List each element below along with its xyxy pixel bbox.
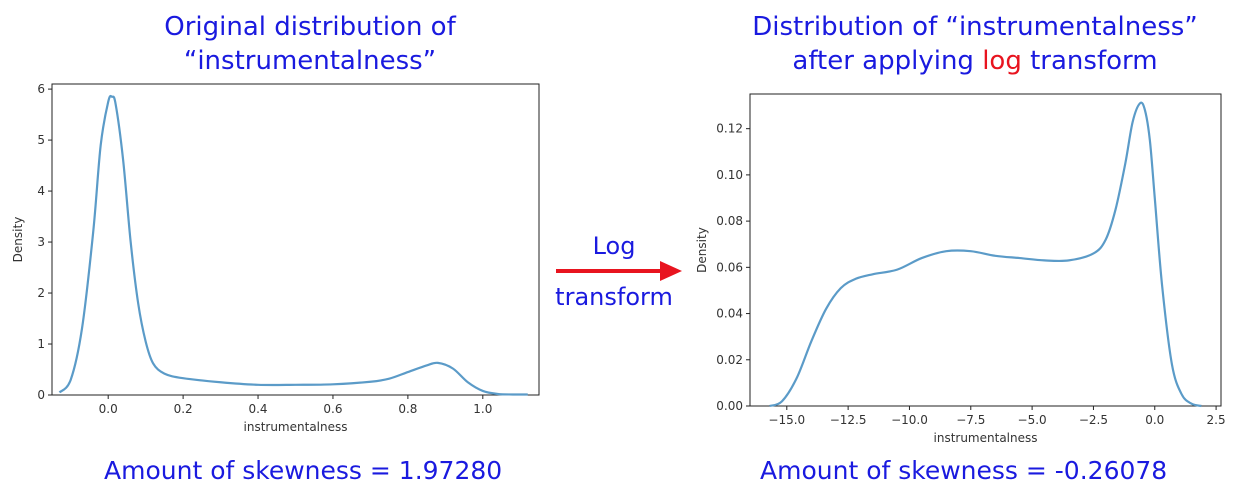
left-xtick-label: 0.0 (99, 402, 118, 416)
left-xtick-label: 0.8 (398, 402, 417, 416)
left-xtick-label: 0.6 (323, 402, 342, 416)
right-xtick-label: −7.5 (956, 413, 985, 427)
left-title-line1: Original distribution of (164, 12, 456, 42)
right-ytick-label: 0.08 (716, 214, 743, 228)
left-xtick-label: 0.2 (174, 402, 193, 416)
right-ytick-label: 0.12 (716, 122, 743, 136)
right-yaxis-label: Density (695, 227, 709, 273)
left-xaxis-label: instrumentalness (244, 420, 348, 434)
right-title-line2-post: transform (1021, 46, 1158, 76)
right-title-line2: after applying log transform (720, 44, 1230, 78)
left-plot-frame (51, 83, 540, 396)
left-ytick-label: 1 (37, 337, 45, 351)
right-skewness-text: Amount of skewness = -0.26078 (760, 456, 1168, 485)
left-ytick-label: 4 (37, 184, 45, 198)
right-xtick-label: 2.5 (1207, 413, 1226, 427)
right-ytick-label: 0.02 (716, 353, 743, 367)
left-xtick-label: 0.4 (248, 402, 267, 416)
left-xtick-label: 1.0 (473, 402, 492, 416)
left-skewness-text: Amount of skewness = 1.97280 (104, 456, 503, 485)
right-ytick-label: 0.00 (716, 399, 743, 413)
right-xtick-label: 0.0 (1145, 413, 1164, 427)
right-xtick-label: −12.5 (830, 413, 867, 427)
left-chart: 0.0 0.2 0.4 0.6 0.8 1.0 0 1 2 3 4 5 6 instrumentalnes… (11, 82, 540, 434)
left-ytick-label: 3 (37, 235, 45, 249)
right-density-curve (769, 101, 1202, 408)
left-chart-title: Original distribution of “instrumentalne… (80, 10, 540, 78)
left-title-line2: “instrumentalness” (183, 46, 437, 76)
arrow-label-top: Log (592, 232, 636, 260)
right-xaxis-label: instrumentalness (934, 431, 1038, 445)
left-density-curve (58, 94, 528, 396)
arrow-label-bottom: transform (555, 283, 673, 311)
left-ytick-label: 0 (37, 388, 45, 402)
right-title-line2-pre: after applying (792, 46, 983, 76)
right-xtick-label: −15.0 (768, 413, 805, 427)
right-title-highlight: log (982, 46, 1022, 76)
left-yaxis-label: Density (11, 217, 25, 263)
transform-arrow (556, 261, 682, 281)
right-xtick-label: −5.0 (1018, 413, 1047, 427)
right-xtick-label: −10.0 (891, 413, 928, 427)
right-title-line1: Distribution of “instrumentalness” (752, 12, 1198, 42)
right-chart: −15.0 −12.5 −10.0 −7.5 −5.0 −2.5 0.0 2.5 0.00 0.0… (695, 93, 1226, 445)
left-ytick-label: 2 (37, 286, 45, 300)
right-ytick-label: 0.10 (716, 168, 743, 182)
right-chart-title: Distribution of “instrumentalness” after… (720, 10, 1230, 78)
left-ytick-label: 5 (37, 133, 45, 147)
right-ytick-label: 0.06 (716, 260, 743, 274)
right-xtick-label: −2.5 (1079, 413, 1108, 427)
right-plot-frame (749, 93, 1222, 407)
arrow-head (660, 261, 682, 281)
right-ytick-label: 0.04 (716, 307, 743, 321)
left-ytick-label: 6 (37, 82, 45, 96)
